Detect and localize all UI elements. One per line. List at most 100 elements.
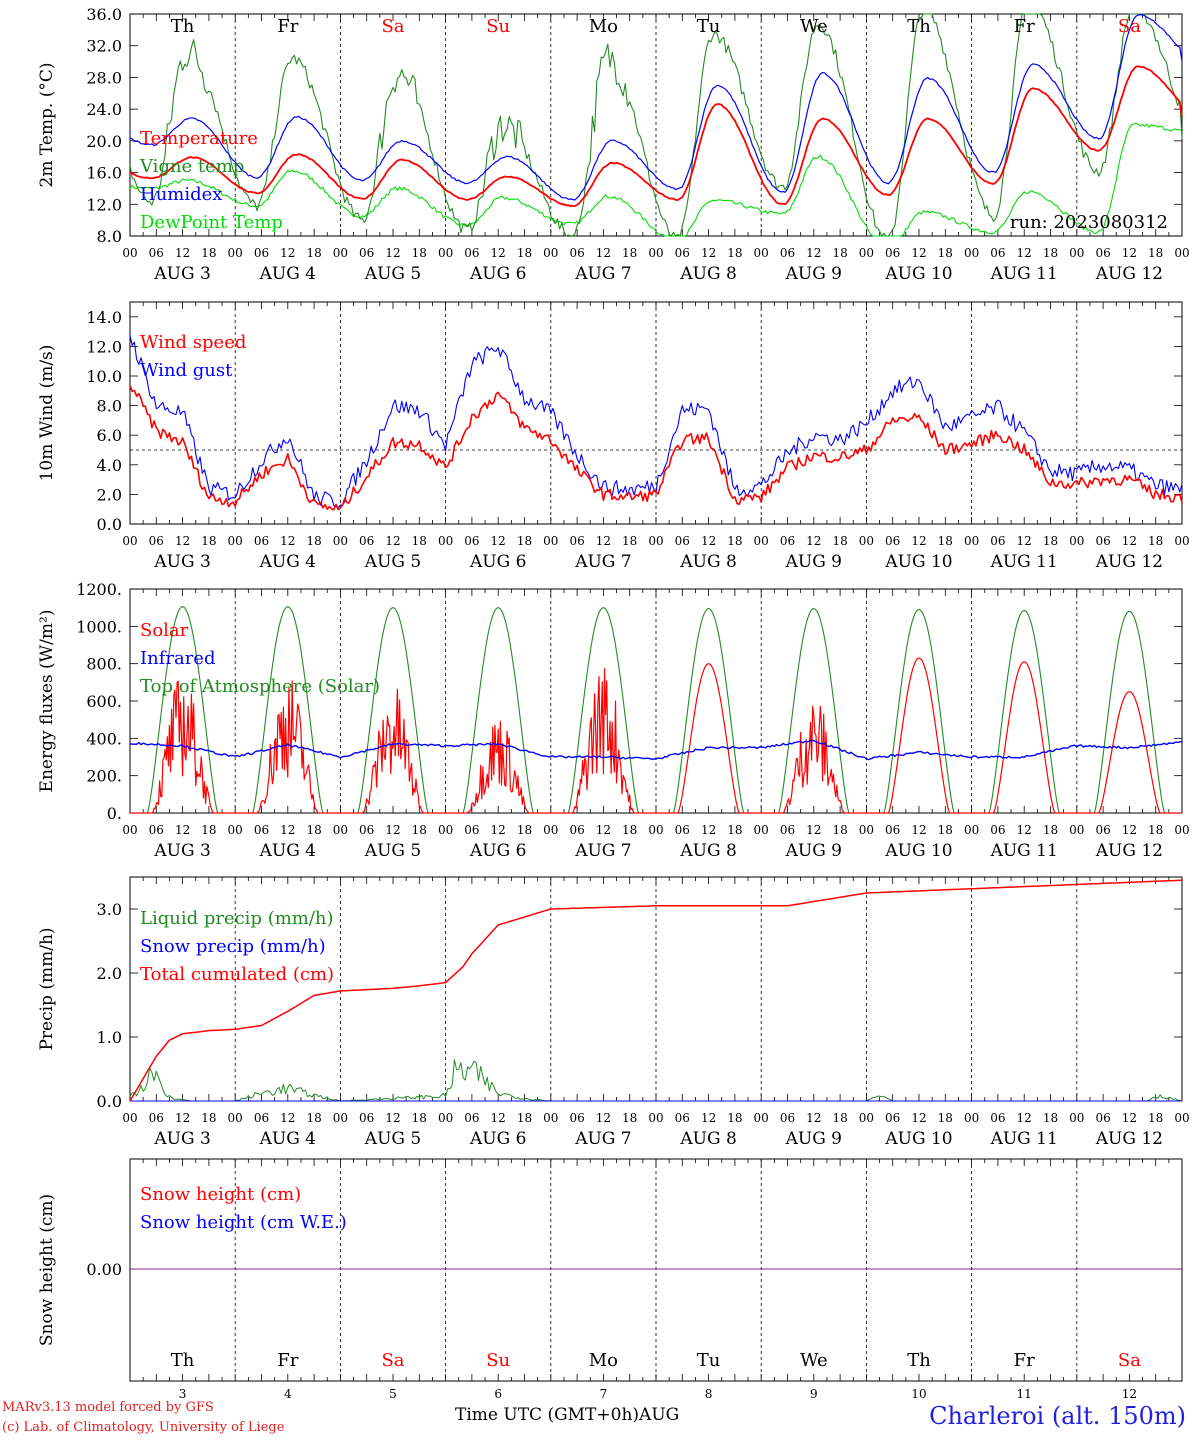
x-hour-label: 18	[306, 246, 321, 260]
x-hour-label: 06	[464, 534, 479, 548]
x-hour-label: 12	[385, 246, 400, 260]
x-hour-label: 18	[201, 823, 216, 837]
y-tick-label: 8.0	[97, 397, 122, 416]
x-hour-label: 18	[1043, 1111, 1058, 1125]
series-humidex-line	[129, 14, 1183, 201]
x-hour-label: 00	[1174, 1111, 1189, 1125]
x-hour-label: 12	[806, 534, 821, 548]
y-tick-label: 0.00	[86, 1260, 122, 1279]
x-date-label: AUG 9	[785, 841, 842, 861]
x-hour-label: 06	[885, 534, 900, 548]
x-hour-label: 06	[359, 823, 374, 837]
x-hour-label: 12	[385, 823, 400, 837]
series-solar-line	[130, 657, 1182, 814]
x-hour-label: 06	[675, 534, 690, 548]
x-hour-label: 18	[832, 246, 847, 260]
x-hour-label: 00	[1174, 823, 1189, 837]
x-date-label: AUG 8	[679, 841, 736, 861]
day-number-label: 5	[389, 1387, 397, 1400]
x-hour-label: 06	[780, 534, 795, 548]
x-hour-label: 00	[859, 1111, 874, 1125]
y-axis-label: Precip (mm/h)	[37, 927, 57, 1050]
x-hour-label: 18	[727, 1111, 742, 1125]
x-hour-label: 06	[990, 534, 1005, 548]
day-label-top: We	[800, 16, 828, 37]
x-hour-label: 06	[254, 246, 269, 260]
x-date-label: AUG 11	[990, 1129, 1058, 1149]
series-wind-speed-line	[129, 385, 1183, 511]
x-hour-label: 00	[438, 1111, 453, 1125]
x-date-label: AUG 11	[990, 264, 1058, 284]
x-hour-label: 00	[754, 823, 769, 837]
day-label-bottom: Sa	[381, 1350, 404, 1371]
x-hour-label: 00	[1069, 246, 1084, 260]
y-tick-label: 10.0	[86, 367, 122, 386]
x-hour-label: 12	[491, 246, 506, 260]
x-date-label: AUG 5	[364, 841, 421, 861]
x-hour-label: 00	[754, 534, 769, 548]
x-hour-label: 18	[1148, 246, 1163, 260]
station-name: Charleroi (alt. 150m)	[929, 1402, 1186, 1430]
x-hour-label: 00	[122, 1111, 137, 1125]
x-hour-label: 00	[228, 823, 243, 837]
x-date-label: AUG 7	[574, 841, 631, 861]
legend-entry: Total cumulated (cm)	[140, 964, 334, 985]
x-hour-label: 18	[622, 823, 637, 837]
x-hour-label: 00	[1174, 246, 1189, 260]
day-label-top: Mo	[589, 16, 618, 37]
x-hour-label: 12	[175, 246, 190, 260]
x-hour-label: 18	[938, 823, 953, 837]
x-hour-label: 00	[333, 246, 348, 260]
day-label-top: Th	[171, 16, 195, 37]
x-hour-label: 18	[832, 534, 847, 548]
x-hour-label: 12	[806, 1111, 821, 1125]
legend-entry: Temperature	[140, 128, 258, 149]
x-hour-label: 06	[780, 823, 795, 837]
x-date-label: AUG 9	[785, 264, 842, 284]
x-hour-label: 18	[1148, 823, 1163, 837]
x-date-label: AUG 11	[990, 841, 1058, 861]
x-hour-label: 06	[149, 823, 164, 837]
x-hour-label: 18	[727, 534, 742, 548]
x-hour-label: 00	[543, 534, 558, 548]
x-hour-label: 00	[964, 823, 979, 837]
x-hour-label: 06	[254, 1111, 269, 1125]
y-tick-label: 2.0	[97, 485, 122, 504]
x-hour-label: 12	[280, 823, 295, 837]
x-hour-label: 18	[412, 534, 427, 548]
run-annotation: run: 2023080312	[1010, 212, 1168, 233]
x-hour-label: 00	[228, 1111, 243, 1125]
legend-entry: Snow height (cm)	[140, 1184, 301, 1205]
x-hour-label: 12	[596, 1111, 611, 1125]
day-label-top: Fr	[277, 16, 298, 37]
day-label-bottom: Th	[907, 1350, 931, 1371]
x-hour-label: 12	[701, 1111, 716, 1125]
x-date-label: AUG 3	[153, 1129, 210, 1149]
x-date-label: AUG 6	[469, 841, 526, 861]
x-hour-label: 12	[280, 246, 295, 260]
x-hour-label: 00	[228, 246, 243, 260]
y-axis-label: 10m Wind (m/s)	[37, 345, 57, 482]
x-hour-label: 00	[648, 246, 663, 260]
x-hour-label: 18	[517, 1111, 532, 1125]
x-hour-label: 12	[491, 1111, 506, 1125]
day-label-top: Tu	[697, 16, 721, 37]
x-hour-label: 12	[1122, 246, 1137, 260]
y-tick-label: 24.0	[86, 100, 122, 119]
x-date-label: AUG 10	[884, 552, 952, 572]
x-hour-label: 00	[543, 1111, 558, 1125]
x-hour-label: 06	[149, 246, 164, 260]
x-hour-label: 00	[122, 823, 137, 837]
series-total-cumulated-line	[129, 879, 1183, 1102]
day-number-label: 6	[494, 1387, 502, 1400]
y-tick-label: 200.	[86, 767, 122, 786]
x-hour-label: 18	[201, 534, 216, 548]
x-hour-label: 18	[306, 823, 321, 837]
x-date-label: AUG 8	[679, 1129, 736, 1149]
x-hour-label: 00	[438, 246, 453, 260]
x-hour-label: 06	[675, 823, 690, 837]
series-infrared-line	[129, 739, 1183, 761]
x-hour-label: 06	[569, 246, 584, 260]
x-hour-label: 12	[491, 823, 506, 837]
day-number-label: 12	[1122, 1387, 1137, 1400]
